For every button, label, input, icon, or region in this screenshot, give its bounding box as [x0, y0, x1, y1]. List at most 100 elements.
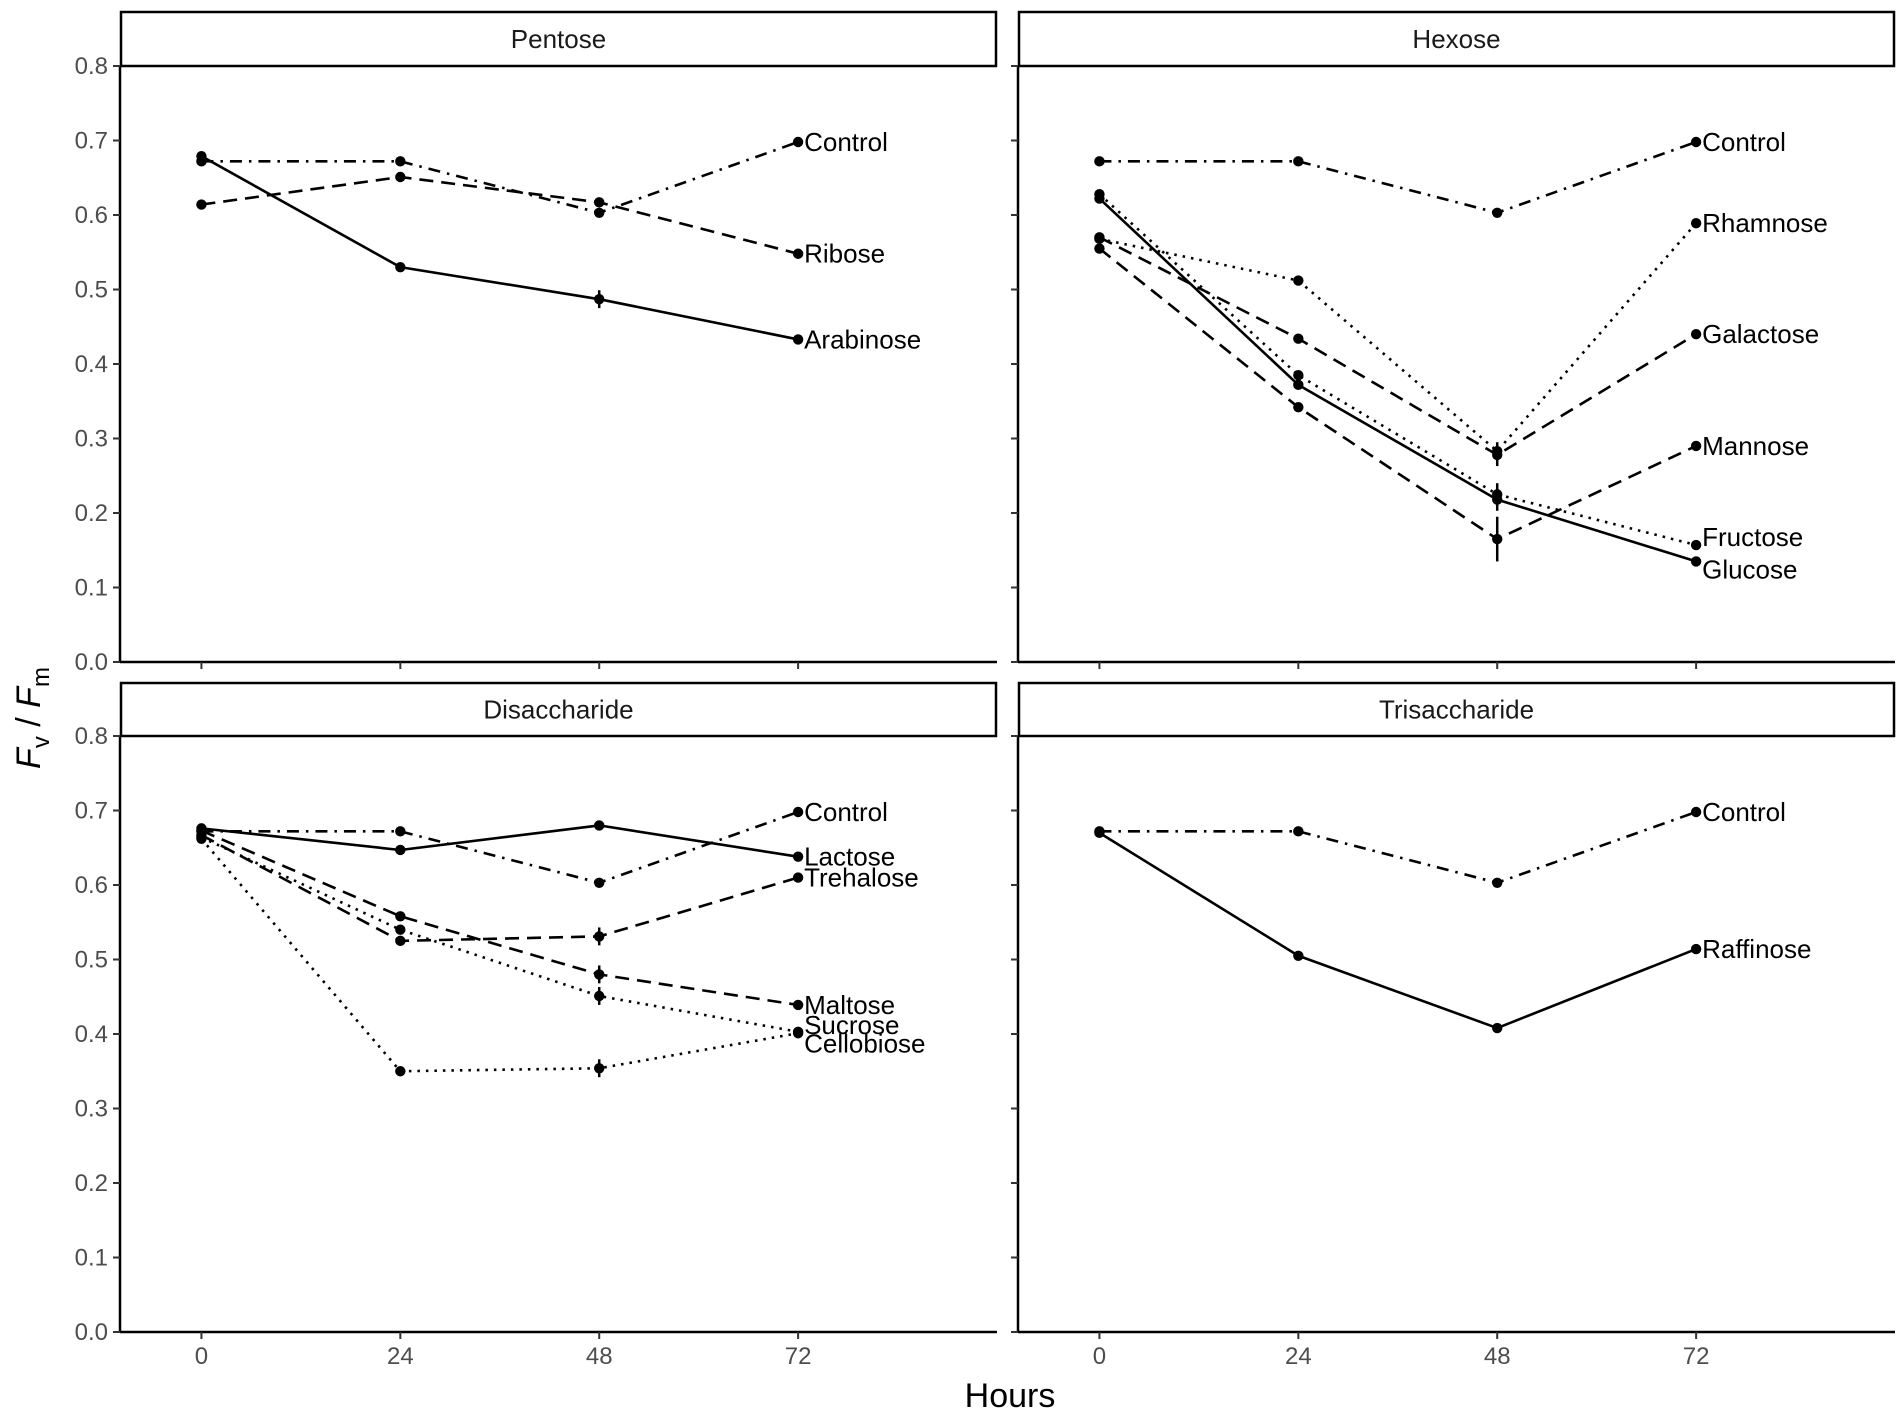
- data-point: [395, 826, 406, 837]
- data-point: [792, 851, 804, 862]
- series-label: Arabinose: [804, 324, 921, 354]
- series-trehalose: Trehalose: [196, 829, 919, 947]
- data-point: [1293, 826, 1304, 837]
- data-point: [1293, 333, 1304, 344]
- data-point: [1492, 494, 1503, 505]
- panel-pentose: Pentose 0.0 0.1 0.2 0.3 0.4 0.5 0.6 0.7 0.8 Contro…: [75, 10, 998, 676]
- x-tick-label: 0: [195, 1343, 208, 1370]
- data-point: [1690, 217, 1702, 229]
- panel-hexose: Hexose Control Rhamnose Galactose Mannose Fru…: [1011, 10, 1896, 669]
- data-point: [196, 150, 207, 162]
- y-tick-label: 0.2: [75, 1170, 108, 1197]
- data-point: [1293, 379, 1304, 391]
- data-point: [792, 872, 804, 883]
- series-line: [1099, 810, 1697, 885]
- y-tick-label: 0.0: [75, 649, 108, 676]
- data-point: [792, 136, 804, 148]
- data-point: [1094, 232, 1105, 243]
- y-tick-label: 0.8: [75, 53, 108, 80]
- x-tick-label: 48: [1484, 1343, 1511, 1370]
- series-label: Galactose: [1702, 319, 1819, 349]
- data-point: [196, 833, 207, 845]
- data-point: [1094, 243, 1105, 254]
- series-arabinose: Arabinose: [196, 150, 921, 354]
- series-label: Control: [1702, 797, 1786, 827]
- data-point: [1293, 156, 1304, 167]
- facet-strip-title: Pentose: [511, 24, 606, 54]
- series-label: Ribose: [804, 239, 885, 269]
- series-label: Sucrose: [804, 1010, 899, 1040]
- data-point: [792, 806, 804, 818]
- data-point: [594, 990, 605, 1002]
- series-line: [1098, 236, 1697, 457]
- data-point: [1492, 449, 1503, 461]
- data-point: [1492, 1022, 1503, 1034]
- data-point: [594, 293, 605, 305]
- x-tick-label: 0: [1093, 1343, 1106, 1370]
- data-point: [395, 935, 406, 947]
- facet-strip: [1017, 681, 1896, 738]
- series-ribose: Ribose: [196, 171, 885, 269]
- series-line: [1099, 140, 1697, 215]
- data-point: [196, 199, 207, 210]
- series-label: Fructose: [1702, 522, 1803, 552]
- series-label: Lactose: [804, 842, 895, 872]
- series-sucrose: Sucrose: [196, 832, 899, 1040]
- x-tick-label: 24: [1285, 1343, 1312, 1370]
- series-raffinose: Raffinose: [1094, 827, 1811, 1034]
- series-line: [201, 140, 799, 215]
- series-control: Control: [196, 127, 888, 218]
- series-label: Maltose: [804, 990, 895, 1020]
- y-tick-label: 0.1: [75, 575, 108, 602]
- data-point: [1492, 207, 1503, 218]
- y-tick-label: 0.7: [75, 798, 108, 825]
- data-point: [1293, 369, 1304, 381]
- y-tick-label: 0.1: [75, 1245, 108, 1272]
- data-point: [792, 1028, 804, 1039]
- series-line: [1099, 222, 1698, 453]
- facet-strip: [1017, 10, 1896, 68]
- series-line: [1098, 831, 1697, 1030]
- y-axis-title-f1: F: [10, 746, 48, 769]
- data-point: [395, 156, 406, 167]
- data-point: [594, 969, 605, 980]
- series-line: [1098, 247, 1697, 541]
- y-axis-title-sub1: v: [28, 736, 55, 748]
- x-tick-label: 24: [387, 1343, 414, 1370]
- data-point: [395, 911, 406, 922]
- data-point: [594, 877, 605, 888]
- data-point: [1094, 827, 1105, 839]
- data-point: [594, 1063, 605, 1074]
- data-point: [1690, 556, 1702, 567]
- data-point: [1690, 806, 1702, 818]
- series-fructose: Fructose: [1094, 188, 1803, 552]
- y-axis-title-sep: /: [10, 708, 48, 736]
- series-galactose: Galactose: [1094, 232, 1819, 467]
- x-tick-label: 72: [1683, 1343, 1710, 1370]
- data-point: [1690, 943, 1702, 955]
- y-tick-label: 0.5: [75, 947, 108, 974]
- series-line: [200, 155, 799, 341]
- y-tick-label: 0.4: [75, 351, 108, 378]
- data-point: [1492, 877, 1503, 888]
- facet-strip: [119, 681, 998, 738]
- data-point: [1690, 440, 1702, 452]
- facet-strip: [119, 10, 998, 68]
- series-line: [201, 175, 799, 255]
- y-tick-label: 0.7: [75, 128, 108, 155]
- data-point: [792, 248, 804, 259]
- series-label: Cellobiose: [804, 1028, 925, 1058]
- series-label: Trehalose: [804, 863, 919, 893]
- data-point: [1690, 539, 1702, 551]
- series-lactose: Lactose: [196, 820, 895, 872]
- y-tick-label: 0.3: [75, 426, 108, 453]
- data-point: [1492, 533, 1503, 545]
- facet-strip-title: Hexose: [1412, 24, 1500, 54]
- y-tick-label: 0.6: [75, 202, 108, 229]
- series-cellobiose: Cellobiose: [196, 833, 926, 1078]
- y-tick-label: 0.3: [75, 1096, 108, 1123]
- data-point: [1094, 156, 1105, 167]
- series-label: Control: [804, 127, 888, 157]
- data-point: [594, 820, 605, 831]
